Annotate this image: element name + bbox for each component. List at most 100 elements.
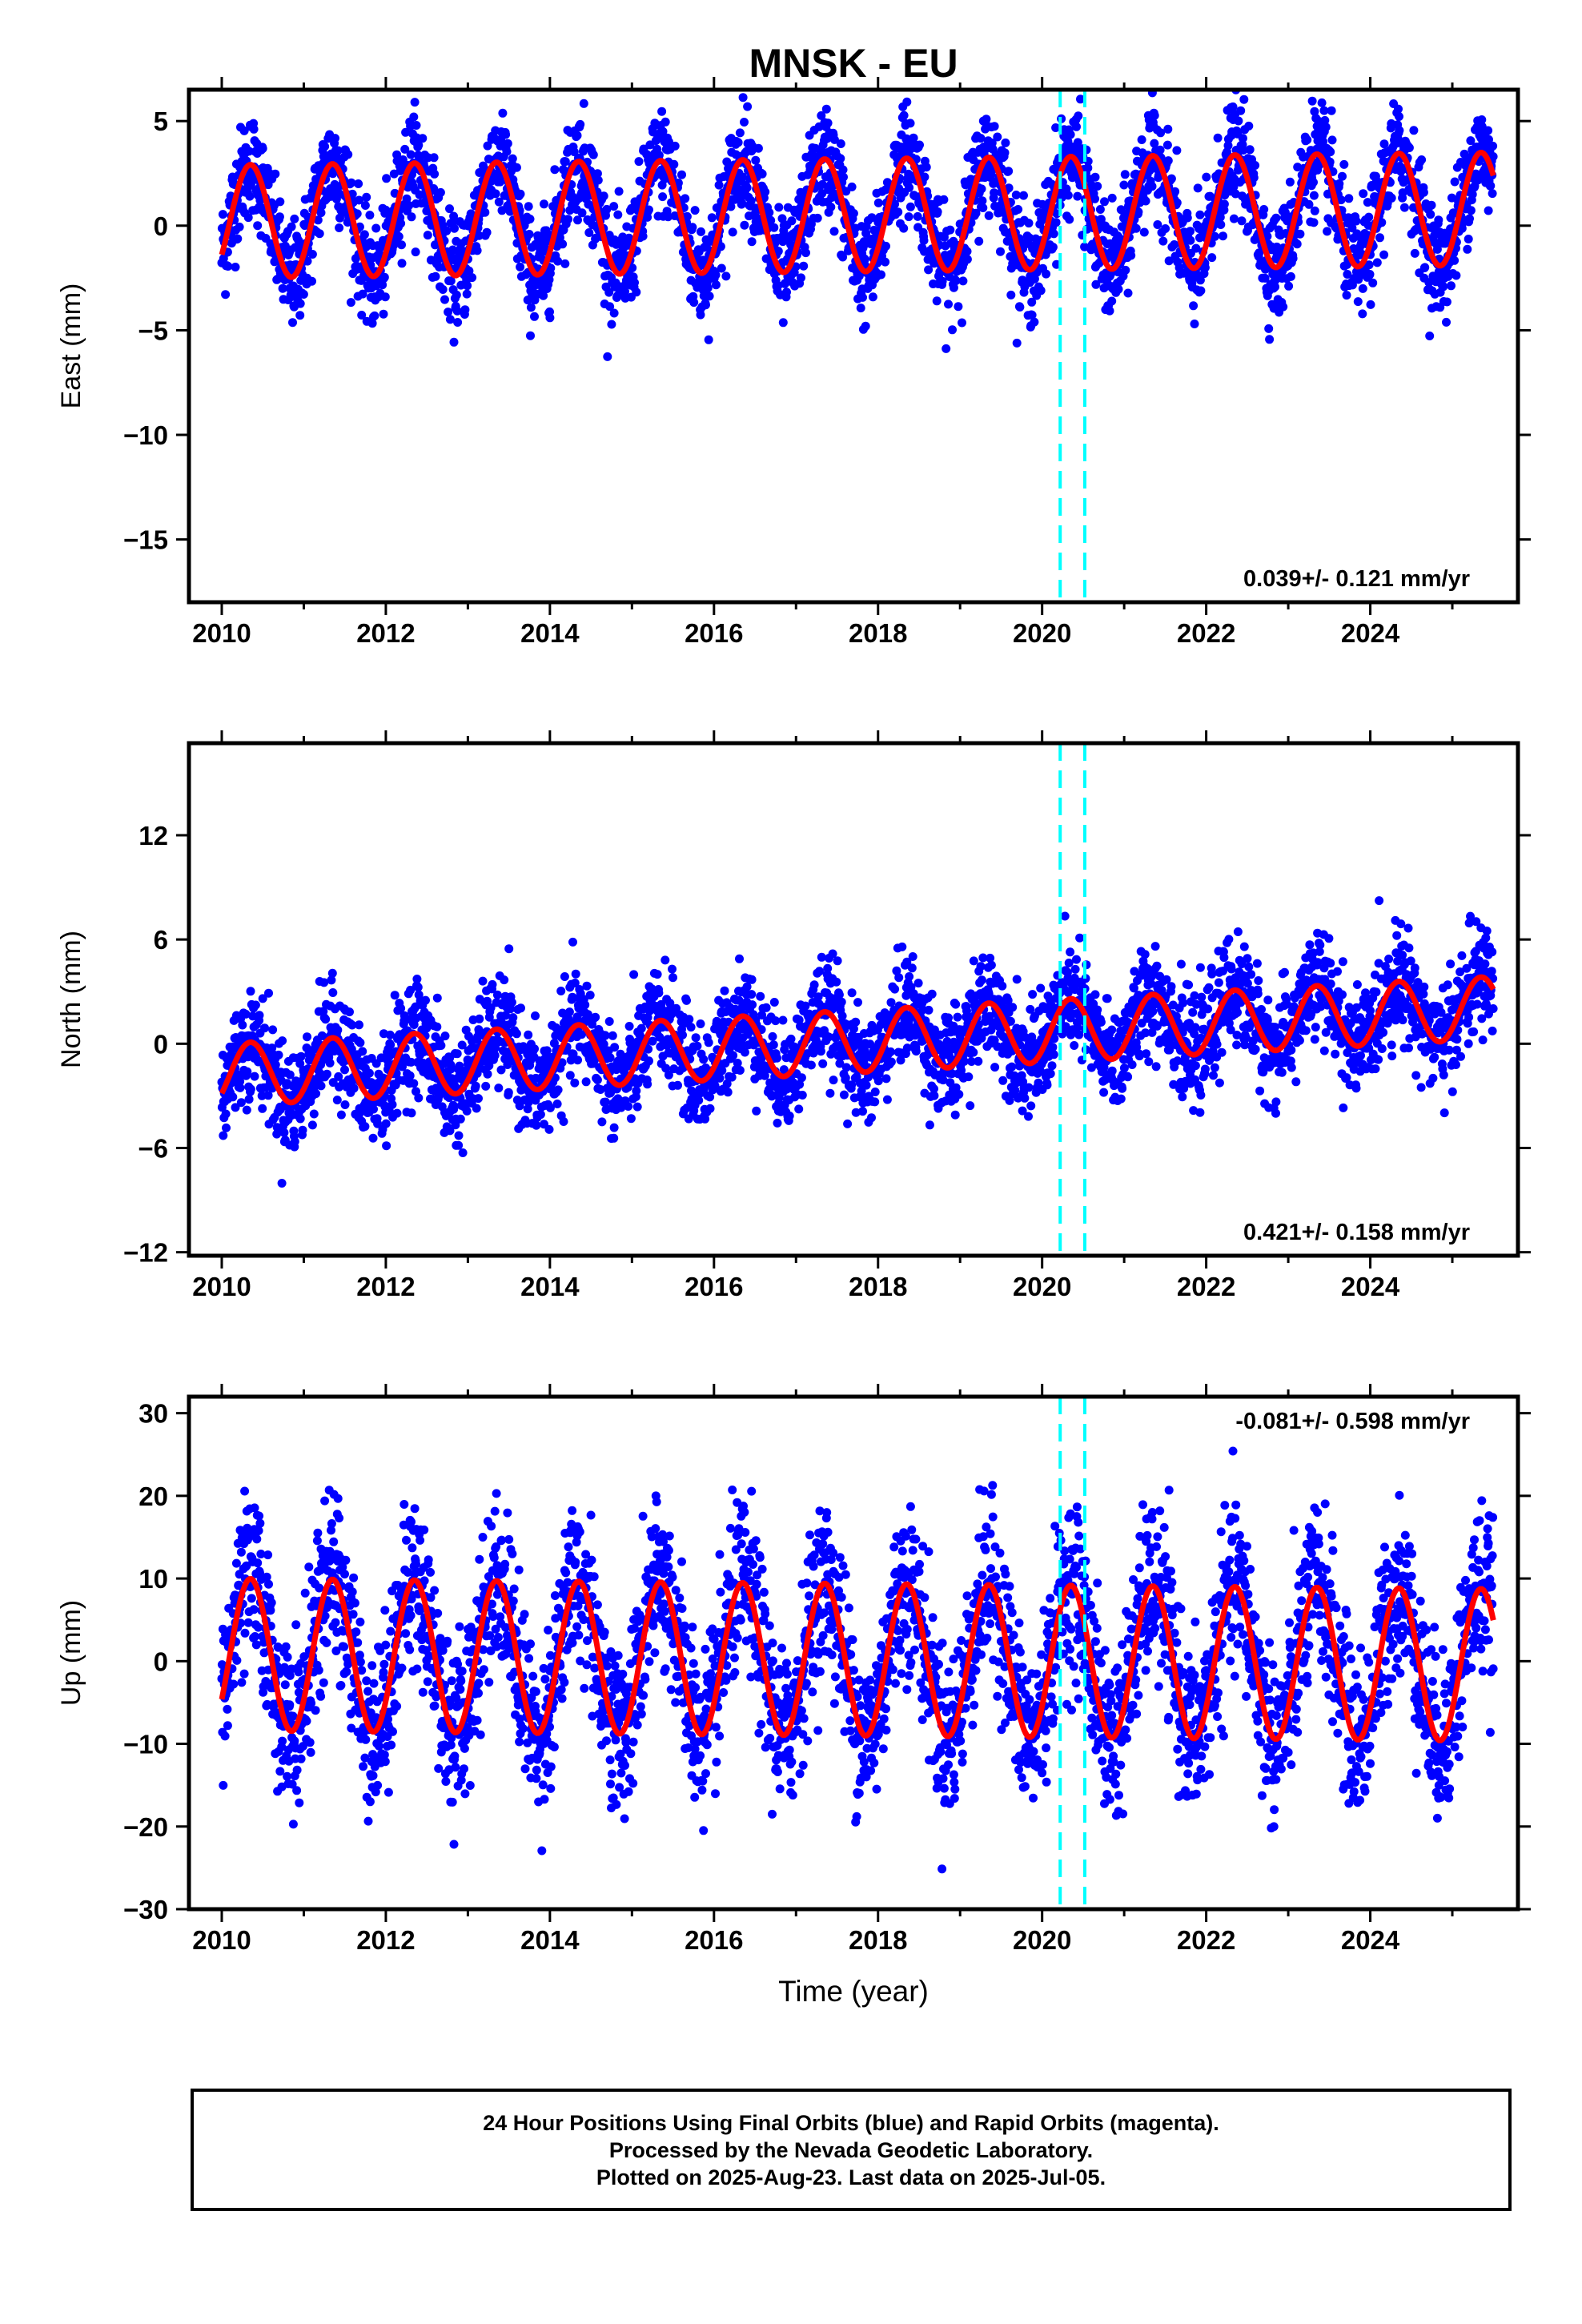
data-point: [592, 169, 602, 179]
data-point: [457, 246, 467, 255]
data-point: [1223, 141, 1233, 151]
data-point: [526, 331, 535, 340]
data-point: [279, 1128, 289, 1137]
data-point: [268, 1025, 278, 1035]
data-point: [609, 1123, 619, 1132]
data-point: [599, 191, 608, 201]
data-point: [379, 272, 389, 282]
data-point: [705, 292, 714, 301]
data-point: [1147, 182, 1157, 191]
data-point: [890, 199, 900, 209]
data-point: [881, 241, 890, 251]
data-point: [355, 1108, 365, 1117]
data-point: [275, 212, 284, 222]
data-point: [1466, 136, 1476, 146]
data-point: [681, 194, 690, 203]
data-point: [516, 262, 525, 271]
data-point: [1095, 205, 1105, 214]
data-point: [321, 1015, 331, 1024]
data-point: [223, 262, 233, 271]
data-point: [243, 213, 253, 223]
data-point: [327, 968, 337, 978]
data-point: [738, 172, 748, 182]
data-point: [568, 1049, 578, 1059]
data-point: [508, 154, 517, 163]
data-point: [309, 1109, 319, 1119]
data-point: [696, 1019, 705, 1028]
data-point: [1394, 104, 1403, 114]
data-point: [742, 183, 752, 192]
data-point: [494, 197, 504, 207]
data-point: [492, 990, 502, 999]
data-point: [697, 227, 705, 236]
data-point: [564, 215, 572, 224]
data-point: [1309, 178, 1318, 187]
y-tick-label: 0: [154, 211, 168, 241]
data-point: [939, 195, 949, 204]
data-point: [1347, 223, 1357, 233]
data-point: [982, 115, 991, 124]
data-point: [984, 211, 994, 220]
data-point: [431, 271, 440, 281]
data-point: [849, 209, 858, 218]
data-point: [1015, 303, 1025, 312]
data-point: [445, 1126, 455, 1136]
data-point: [569, 147, 579, 157]
data-point: [316, 1081, 326, 1091]
data-point: [368, 1133, 378, 1143]
data-point: [552, 1100, 562, 1108]
data-point: [867, 213, 877, 223]
data-point: [1434, 215, 1443, 225]
data-point: [488, 74, 497, 83]
data-point: [1213, 133, 1223, 143]
data-point: [737, 199, 747, 208]
data-point: [1200, 263, 1210, 272]
data-point: [686, 1023, 696, 1032]
data-point: [500, 975, 509, 985]
data-point: [958, 276, 968, 286]
data-point: [1327, 135, 1337, 145]
data-point: [401, 127, 411, 137]
data-point: [1234, 116, 1243, 126]
data-point: [303, 1032, 311, 1042]
data-point: [978, 196, 987, 206]
x-tick-label: 2010: [192, 618, 251, 648]
data-point: [452, 1049, 462, 1059]
data-point: [421, 995, 430, 1005]
data-point: [949, 283, 958, 292]
data-point: [524, 1030, 533, 1039]
data-point: [704, 1038, 713, 1047]
data-point: [1090, 194, 1099, 203]
data-point: [458, 1148, 468, 1157]
data-point: [486, 1003, 496, 1012]
data-point: [624, 1022, 634, 1031]
data-point: [235, 1083, 245, 1092]
data-point: [278, 1036, 287, 1046]
data-point: [322, 1069, 331, 1079]
data-point: [503, 139, 512, 148]
data-point: [250, 1072, 259, 1081]
data-point: [432, 993, 442, 1003]
data-point: [496, 177, 505, 187]
data-point: [643, 1080, 652, 1089]
data-point: [1342, 291, 1351, 300]
data-point: [1285, 177, 1295, 187]
plot-frame-1: [187, 87, 1520, 605]
data-point: [494, 1084, 504, 1093]
data-point: [757, 169, 767, 179]
data-point: [412, 121, 421, 130]
data-point: [1163, 156, 1173, 166]
data-point: [652, 970, 662, 979]
data-point: [221, 290, 231, 300]
data-point: [761, 187, 770, 197]
data-point: [571, 969, 580, 979]
data-point: [1100, 197, 1109, 207]
data-point: [688, 223, 697, 232]
data-point: [423, 231, 432, 240]
data-point: [1255, 248, 1264, 258]
data-point: [332, 1096, 342, 1105]
data-point: [1377, 218, 1387, 227]
data-point: [357, 311, 367, 320]
data-point: [1000, 148, 1010, 158]
data-point: [409, 1079, 419, 1088]
